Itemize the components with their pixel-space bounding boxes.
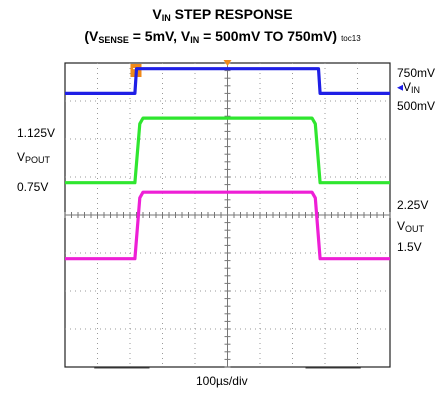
vout-label: VOUT: [397, 219, 425, 234]
trigger-level-marker: [223, 60, 232, 66]
vout-high-label: 2.25V: [397, 198, 429, 212]
vpout-label: VPOUT: [17, 150, 51, 165]
chart-subtitle: (VSENSE = 5mV, VIN = 500mV TO 750mV) toc1…: [84, 28, 361, 45]
vpout-low-label: 0.75V: [17, 180, 49, 194]
chart-title: VIN STEP RESPONSE: [152, 6, 293, 23]
figure-tag: toc13: [341, 34, 361, 43]
vin-channel-arrow: [397, 84, 403, 91]
vin-high-label: 750mV: [397, 66, 436, 80]
vout-low-label: 1.5V: [397, 240, 422, 254]
trace-vout: [65, 190, 390, 261]
vpout-high-label: 1.125V: [17, 126, 56, 140]
x-axis-label: 100µs/div: [196, 374, 248, 388]
vin-label: VIN: [403, 80, 421, 95]
vin-low-label: 500mV: [397, 99, 436, 113]
trace-vin: [65, 67, 390, 96]
trace-vpout: [65, 116, 390, 185]
